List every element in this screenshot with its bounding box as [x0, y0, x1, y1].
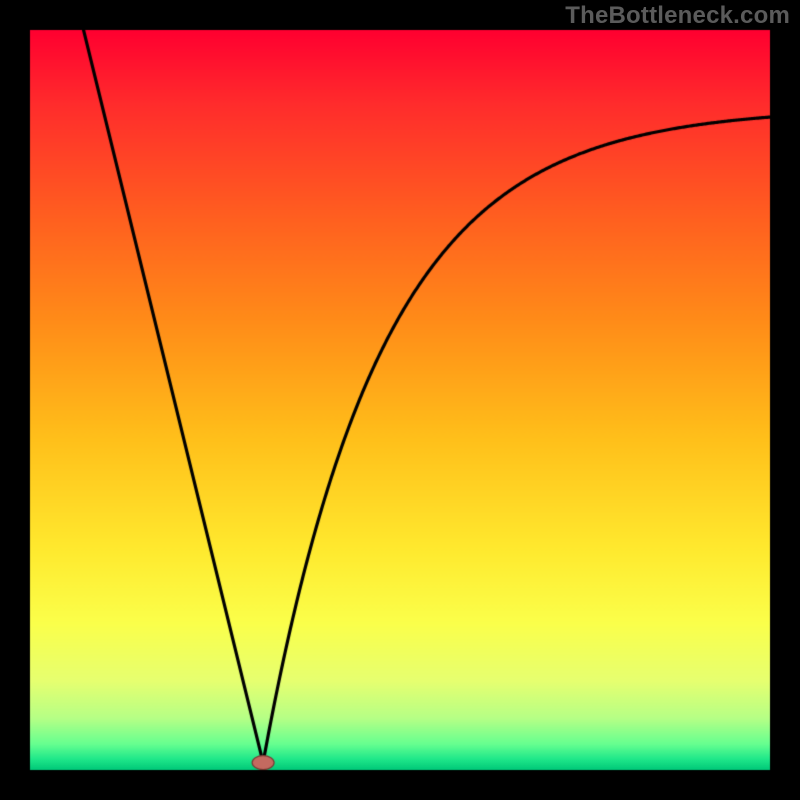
chart-canvas	[0, 0, 800, 800]
chart-stage: TheBottleneck.com	[0, 0, 800, 800]
watermark-text: TheBottleneck.com	[565, 2, 790, 30]
